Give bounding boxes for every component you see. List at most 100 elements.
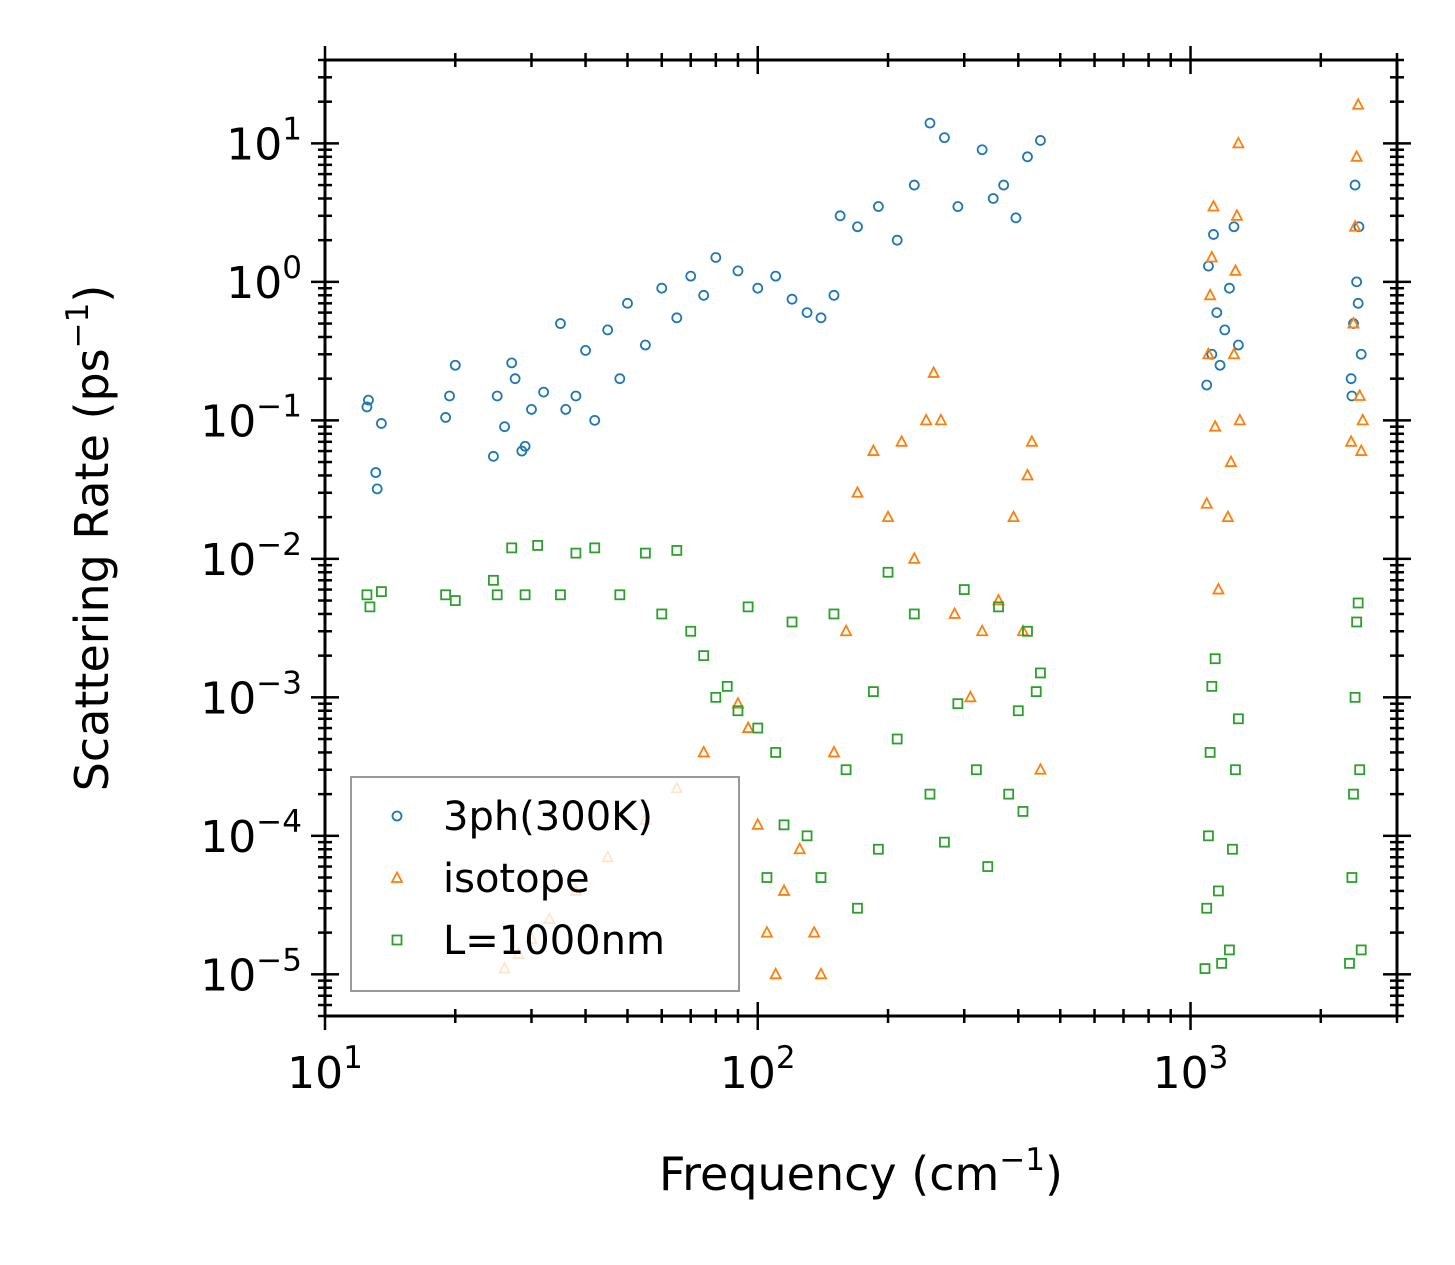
- data-point: [538, 386, 550, 398]
- data-point: [801, 307, 813, 318]
- x-tick-label: 102: [720, 1040, 796, 1099]
- series-1: [498, 97, 1370, 980]
- data-point: [872, 201, 884, 212]
- data-point: [1221, 509, 1235, 523]
- data-point: [440, 412, 452, 423]
- data-point: [1211, 582, 1225, 595]
- data-point: [697, 745, 711, 758]
- legend-marker: [391, 934, 403, 946]
- data-point: [975, 623, 989, 637]
- data-point: [1355, 348, 1367, 360]
- data-point: [1010, 212, 1022, 224]
- data-point: [850, 485, 864, 498]
- data-point: [777, 883, 791, 896]
- plot-frame: [323, 58, 1399, 1018]
- data-point: [1351, 276, 1363, 288]
- y-tick-label: 10−5: [200, 942, 302, 1001]
- data-point: [1349, 179, 1361, 191]
- data-point: [815, 312, 827, 324]
- data-point: [1348, 788, 1359, 800]
- data-point: [908, 179, 920, 191]
- data-point: [488, 450, 499, 462]
- data-point: [1227, 843, 1238, 855]
- data-point: [1022, 625, 1033, 637]
- data-point: [1033, 762, 1047, 775]
- legend-label: isotope: [443, 856, 590, 902]
- data-point: [589, 542, 601, 554]
- data-point: [361, 589, 373, 601]
- data-point: [555, 318, 566, 329]
- data-point: [924, 788, 936, 800]
- data-point: [907, 551, 921, 564]
- y-tick-label: 10−3: [200, 665, 302, 724]
- data-point: [1231, 135, 1245, 149]
- legend-label: 3ph(300K): [443, 794, 653, 840]
- data-point: [881, 509, 895, 523]
- data-point: [993, 601, 1004, 613]
- data-point: [778, 819, 790, 831]
- data-point: [840, 764, 852, 776]
- data-point: [1199, 963, 1211, 974]
- data-point: [1201, 902, 1213, 914]
- data-point: [570, 547, 582, 559]
- data-point: [532, 540, 544, 551]
- data-point: [1354, 764, 1366, 776]
- data-point: [622, 297, 633, 309]
- data-point: [488, 574, 499, 586]
- data-point: [1211, 307, 1223, 318]
- legend-label: L=1000nm: [443, 918, 665, 964]
- data-point: [1356, 412, 1370, 426]
- y-tick-label: 10−1: [200, 388, 302, 447]
- data-point: [580, 344, 591, 356]
- axis-tick-labels: 101 102 103 10−5 10−4 10−3 10−2 10−1 100 101: [200, 111, 1228, 1099]
- data-point: [1020, 468, 1034, 481]
- data-point: [1207, 199, 1220, 212]
- data-point: [752, 282, 764, 294]
- data-point: [519, 589, 531, 601]
- series-2: [361, 540, 1367, 974]
- data-point: [1204, 747, 1216, 758]
- data-point: [976, 144, 988, 156]
- data-point: [710, 691, 722, 703]
- data-point: [1200, 496, 1214, 509]
- data-point: [721, 680, 733, 692]
- legend-box: [350, 776, 740, 992]
- data-point: [639, 547, 651, 559]
- data-point: [614, 373, 626, 385]
- data-point: [760, 925, 774, 938]
- data-point: [741, 720, 755, 733]
- data-point: [872, 843, 884, 855]
- data-point: [1208, 229, 1219, 240]
- data-point: [440, 589, 452, 601]
- series-0: [361, 117, 1367, 495]
- data-point: [1353, 388, 1367, 401]
- data-point: [801, 830, 813, 842]
- data-point: [895, 434, 909, 447]
- data-point: [1354, 443, 1368, 456]
- data-point: [927, 365, 941, 378]
- data-point: [685, 625, 697, 637]
- axis-ticks: [311, 46, 1411, 1030]
- data-point: [998, 179, 1010, 191]
- data-point: [656, 282, 668, 294]
- data-point: [839, 623, 853, 637]
- data-point: [1352, 297, 1364, 309]
- data-point: [1232, 713, 1244, 725]
- data-point: [526, 403, 537, 415]
- data-point: [1203, 830, 1214, 842]
- data-point: [614, 589, 626, 601]
- data-point: [732, 705, 744, 717]
- data-point: [639, 339, 651, 351]
- data-point: [361, 401, 373, 413]
- x-tick-label: 101: [287, 1040, 363, 1099]
- data-point: [1224, 944, 1235, 956]
- data-point: [698, 289, 710, 301]
- y-axis-title: Scattering Rate (ps−1): [60, 285, 119, 792]
- data-point: [519, 440, 531, 452]
- data-point: [1025, 434, 1039, 447]
- data-point: [934, 412, 948, 426]
- data-point: [1035, 667, 1046, 679]
- data-point: [1206, 680, 1218, 692]
- data-point: [1346, 316, 1360, 329]
- data-point: [671, 312, 683, 324]
